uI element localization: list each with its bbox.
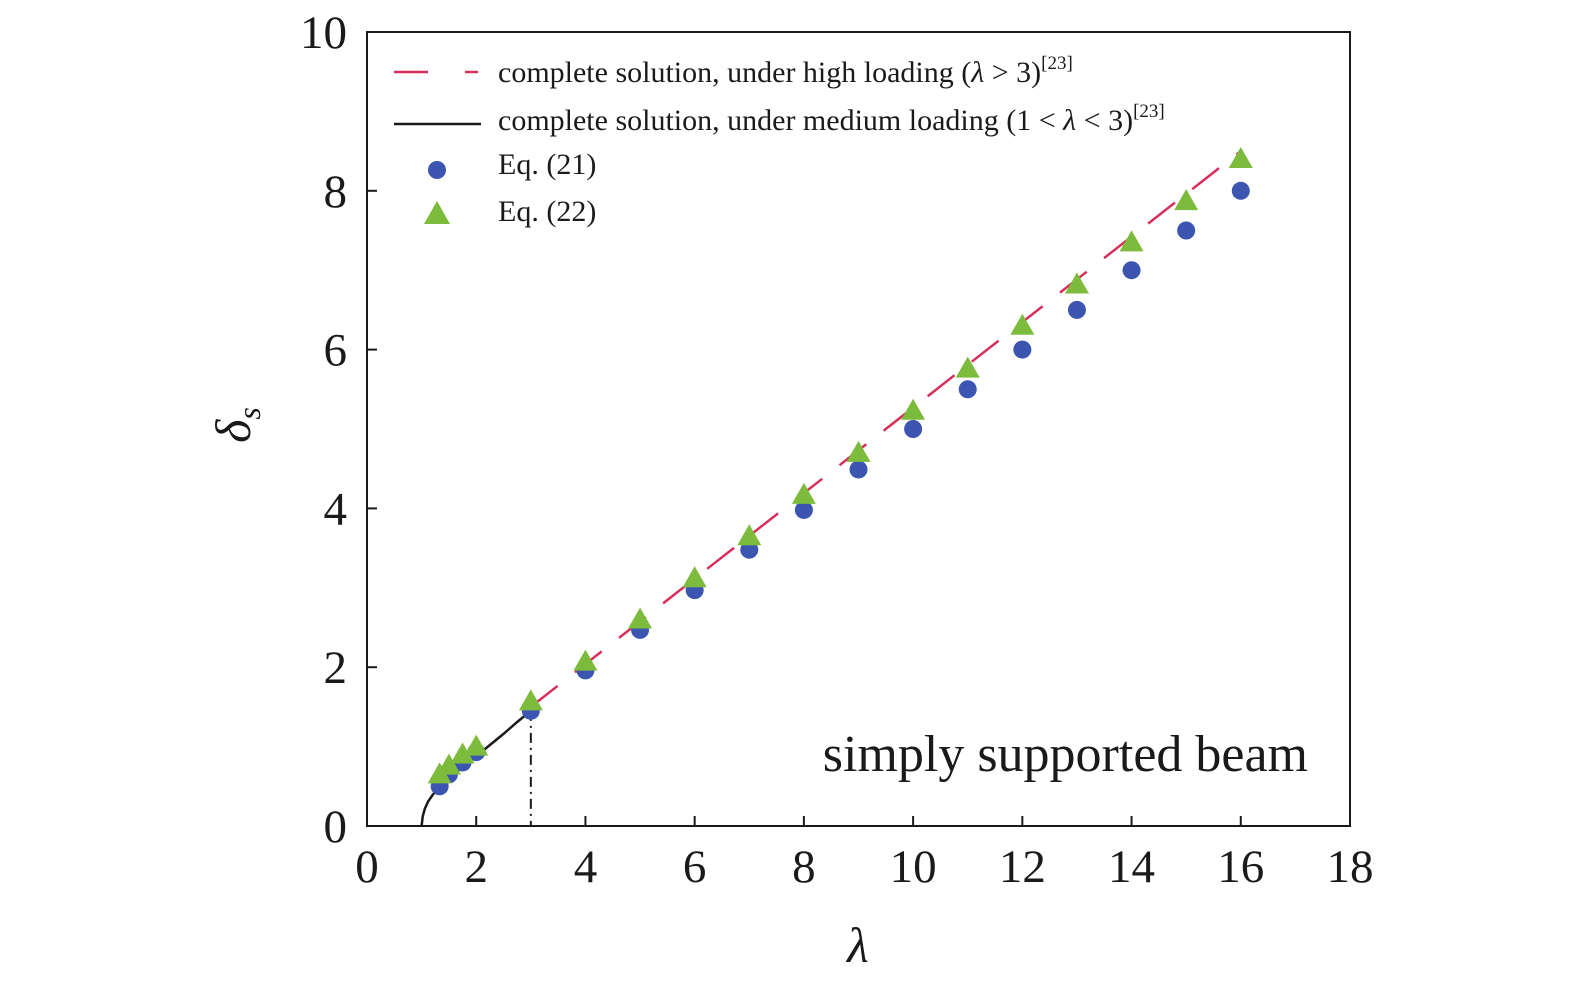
x-tick-label: 10 — [890, 841, 937, 893]
legend-high-label-part1: complete solution, under high loading ( — [498, 56, 971, 89]
legend-medium-label-part2: < 3) — [1076, 104, 1133, 137]
legend-eq22-marker — [424, 201, 450, 224]
point-eq22 — [791, 482, 816, 504]
x-axis-label: λ — [845, 917, 869, 973]
point-eq22 — [436, 753, 461, 775]
y-tick-label: 2 — [324, 642, 348, 694]
legend-high-label-part2: > 3) — [984, 56, 1041, 89]
legend-high-label-lambda: λ — [970, 56, 984, 89]
annotation-text: simply supported beam — [823, 726, 1308, 783]
series-markers — [427, 147, 1253, 796]
series-line-high — [530, 150, 1242, 708]
x-tick-label: 18 — [1327, 841, 1374, 893]
point-eq22 — [682, 566, 707, 588]
point-eq22 — [1119, 230, 1144, 252]
point-eq22 — [464, 734, 489, 756]
point-eq22 — [737, 524, 762, 546]
x-tick-label: 2 — [464, 841, 488, 893]
x-tick-label: 6 — [683, 841, 707, 893]
series-lines — [420, 150, 1242, 827]
legend-eq21-marker — [428, 161, 446, 179]
legend-high-label: complete solution, under high loading (λ… — [498, 53, 1073, 89]
point-eq21 — [904, 420, 923, 438]
legend-medium-label-citation: [23] — [1133, 101, 1165, 122]
point-eq22 — [518, 689, 543, 711]
point-eq22 — [901, 398, 926, 420]
legend-medium-label-part1: complete solution, under medium loading … — [498, 104, 1063, 137]
y-axis-label-main: δ — [205, 419, 261, 443]
point-eq21 — [1122, 261, 1141, 280]
y-tick-label: 10 — [300, 7, 347, 59]
legend-medium-label: complete solution, under medium loading … — [498, 101, 1165, 137]
y-tick-label: 4 — [324, 483, 348, 535]
y-tick-label: 8 — [324, 166, 348, 218]
point-eq22 — [846, 440, 871, 462]
y-tick-label: 6 — [324, 325, 348, 377]
point-eq22 — [1064, 272, 1089, 294]
x-tick-label: 8 — [792, 841, 816, 893]
point-eq22 — [1228, 147, 1253, 169]
y-axis-label: δs — [205, 407, 267, 443]
point-eq22 — [573, 649, 598, 671]
point-eq21 — [794, 500, 813, 519]
point-eq21 — [1013, 340, 1032, 359]
axis-ticks: 0 2 4 6 8 10 12 14 16 18 0 2 4 6 8 10 — [300, 7, 1374, 893]
point-eq21 — [958, 380, 977, 399]
y-axis-label-subscript: s — [231, 407, 267, 419]
legend-medium-label-lambda: λ — [1062, 104, 1076, 137]
point-eq22 — [955, 356, 980, 378]
point-eq22 — [450, 742, 475, 764]
point-eq21 — [849, 460, 868, 479]
legend: complete solution, under high loading (λ… — [394, 53, 1165, 228]
legend-eq21-label: Eq. (21) — [498, 148, 596, 181]
y-tick-label: 0 — [324, 801, 348, 853]
point-eq21 — [1067, 300, 1086, 319]
legend-eq22-label: Eq. (22) — [498, 195, 596, 228]
x-tick-label: 16 — [1217, 841, 1264, 893]
plot-frame — [366, 31, 1351, 827]
point-eq22 — [1010, 313, 1035, 335]
x-tick-label: 4 — [574, 841, 598, 893]
point-eq21 — [1231, 181, 1250, 200]
x-tick-label: 0 — [355, 841, 379, 893]
legend-high-label-citation: [23] — [1041, 53, 1073, 74]
point-eq22 — [1174, 189, 1199, 211]
point-eq22 — [628, 607, 653, 629]
point-eq21 — [1177, 221, 1196, 240]
x-tick-label: 14 — [1108, 841, 1155, 893]
x-tick-label: 12 — [999, 841, 1046, 893]
svg-text:δs: δs — [205, 407, 267, 443]
